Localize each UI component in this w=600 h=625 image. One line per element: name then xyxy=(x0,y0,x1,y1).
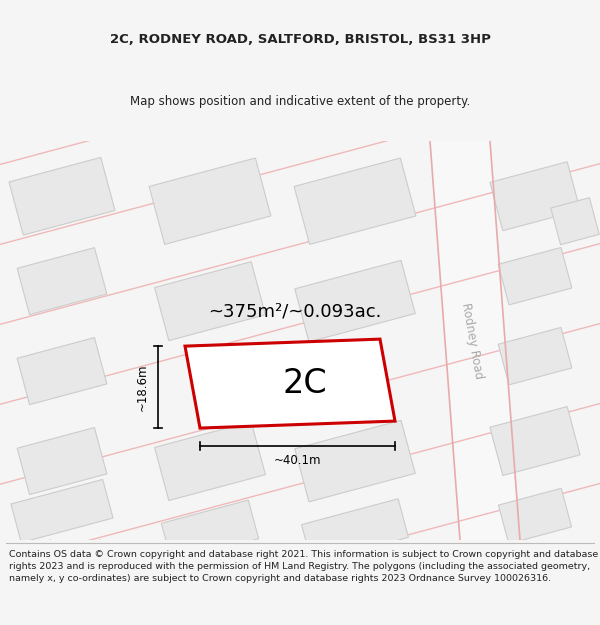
Polygon shape xyxy=(294,158,416,244)
Polygon shape xyxy=(9,158,115,235)
Polygon shape xyxy=(17,428,107,494)
Polygon shape xyxy=(185,339,395,428)
Text: 2C, RODNEY ROAD, SALTFORD, BRISTOL, BS31 3HP: 2C, RODNEY ROAD, SALTFORD, BRISTOL, BS31… xyxy=(110,33,490,46)
Polygon shape xyxy=(155,262,265,341)
Polygon shape xyxy=(551,198,599,245)
Text: Contains OS data © Crown copyright and database right 2021. This information is : Contains OS data © Crown copyright and d… xyxy=(9,550,598,582)
Polygon shape xyxy=(498,328,572,385)
Polygon shape xyxy=(17,338,107,404)
Text: ~40.1m: ~40.1m xyxy=(274,454,321,466)
Polygon shape xyxy=(161,500,259,562)
Polygon shape xyxy=(295,261,415,342)
Polygon shape xyxy=(430,141,520,540)
Text: Rodney Road: Rodney Road xyxy=(459,302,485,380)
Polygon shape xyxy=(490,407,580,476)
Polygon shape xyxy=(302,499,409,563)
Text: Map shows position and indicative extent of the property.: Map shows position and indicative extent… xyxy=(130,95,470,108)
Polygon shape xyxy=(17,248,107,314)
Polygon shape xyxy=(149,158,271,244)
Text: 2C: 2C xyxy=(283,367,328,400)
Text: ~375m²/~0.093ac.: ~375m²/~0.093ac. xyxy=(208,302,382,320)
Polygon shape xyxy=(490,162,580,231)
Polygon shape xyxy=(11,479,113,542)
Text: ~18.6m: ~18.6m xyxy=(136,363,149,411)
Polygon shape xyxy=(155,422,265,501)
Polygon shape xyxy=(499,488,572,544)
Polygon shape xyxy=(295,420,415,502)
Polygon shape xyxy=(498,248,572,305)
